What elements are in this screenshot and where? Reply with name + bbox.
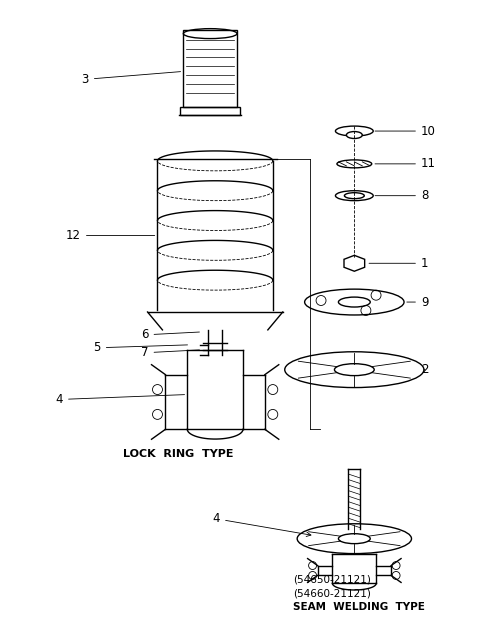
Text: 8: 8 bbox=[375, 189, 428, 202]
Text: 9: 9 bbox=[407, 296, 429, 308]
Text: 7: 7 bbox=[141, 346, 200, 359]
Text: 4: 4 bbox=[56, 393, 184, 406]
Text: 6: 6 bbox=[141, 328, 200, 341]
Text: SEAM  WELDING  TYPE: SEAM WELDING TYPE bbox=[293, 602, 425, 612]
Text: 12: 12 bbox=[66, 229, 155, 242]
Ellipse shape bbox=[347, 132, 362, 139]
Text: LOCK  RING  TYPE: LOCK RING TYPE bbox=[123, 449, 234, 459]
Text: 2: 2 bbox=[421, 363, 429, 376]
Text: 5: 5 bbox=[94, 341, 188, 354]
Text: (54650-21121): (54650-21121) bbox=[293, 575, 371, 585]
Text: 11: 11 bbox=[375, 157, 436, 170]
Text: (54660-21121): (54660-21121) bbox=[293, 588, 371, 598]
Text: 10: 10 bbox=[375, 125, 436, 137]
Bar bbox=[183, 30, 237, 107]
Text: 1: 1 bbox=[369, 257, 429, 270]
Text: 3: 3 bbox=[82, 72, 180, 86]
Bar bbox=[180, 107, 240, 115]
Text: 4: 4 bbox=[213, 512, 311, 537]
